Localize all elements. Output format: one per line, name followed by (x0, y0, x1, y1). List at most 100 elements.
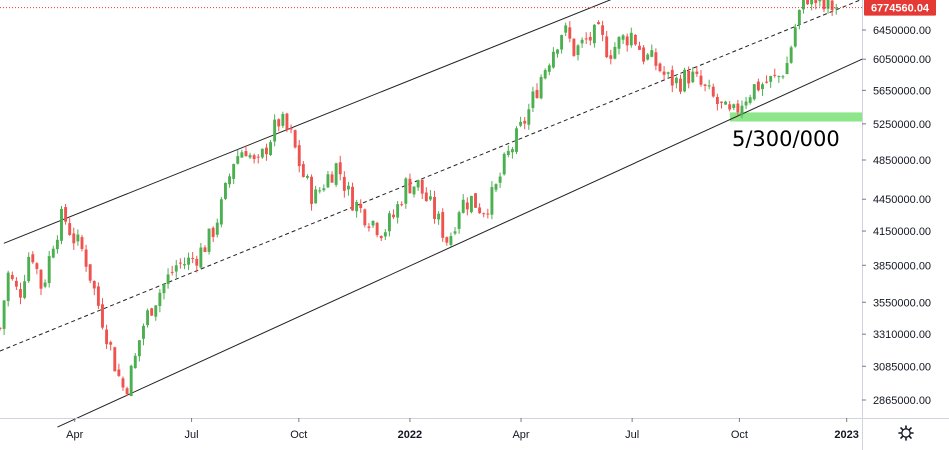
candle-up (502, 152, 506, 176)
candle-body (14, 280, 18, 287)
candle-up (43, 279, 47, 289)
candle-up (818, 0, 822, 7)
candle-body (736, 103, 740, 113)
candle-body (293, 130, 297, 148)
candle-body (187, 257, 191, 265)
candle-up (510, 147, 514, 159)
candle-body (638, 45, 641, 50)
candle-body (252, 155, 256, 160)
candle-down (101, 298, 104, 330)
candle-body (818, 0, 822, 2)
candle-body (592, 24, 596, 44)
candle-body (490, 187, 494, 215)
candle-up (129, 364, 133, 397)
gear-icon[interactable] (898, 425, 914, 441)
candle-body (695, 71, 699, 74)
candle-up (396, 201, 400, 224)
candle-body (576, 45, 580, 56)
candle-down (64, 203, 68, 225)
candle-down (35, 262, 39, 275)
candle-body (35, 263, 39, 269)
candle-down (400, 201, 404, 207)
candle-body (523, 120, 527, 124)
candle-body (560, 35, 564, 50)
candle-down (170, 265, 174, 276)
candle-body (224, 182, 227, 199)
candle-body (465, 202, 469, 210)
candle-up (646, 53, 650, 61)
candle-up (166, 268, 170, 289)
candle-body (424, 192, 428, 202)
candle-down (68, 218, 72, 236)
candle-body (646, 54, 650, 60)
candle-body (580, 39, 584, 44)
candle-down (715, 93, 719, 111)
candle-down (687, 66, 691, 89)
candle-body (174, 265, 178, 272)
candle-down (363, 208, 367, 228)
candle-body (27, 256, 31, 282)
y-tick-label: 3085000.00 (873, 361, 931, 373)
candle-down (10, 271, 14, 281)
channel-lower-line (57, 58, 863, 428)
candle-body (469, 195, 473, 213)
x-tick-label: Apr (512, 429, 529, 441)
candle-body (207, 228, 211, 252)
candle-down (301, 161, 305, 178)
candle-up (453, 227, 457, 236)
last-price-tag-text: 6774560.04 (871, 3, 930, 15)
candle-body (342, 176, 346, 191)
time-axis[interactable]: Apr Jul Oct 2022 Apr Jul Oct 2023 (66, 418, 859, 441)
candle-up (158, 289, 162, 313)
candle-body (830, 0, 834, 10)
candle-down (720, 101, 723, 109)
candlesticks (0, 0, 838, 397)
candle-body (445, 237, 449, 243)
candle-up (650, 44, 654, 58)
candle-body (162, 284, 166, 294)
candle-body (240, 152, 244, 158)
candle-up (27, 252, 31, 283)
candle-down (633, 34, 637, 46)
candle-up (305, 174, 309, 180)
candle-up (748, 94, 752, 105)
candle-up (224, 182, 227, 201)
candle-down (408, 173, 412, 194)
candle-up (797, 9, 801, 30)
candle-body (728, 104, 732, 110)
candle-body (806, 0, 810, 5)
candle-down (31, 251, 35, 264)
candle-down (699, 69, 703, 87)
candle-up (240, 149, 244, 158)
candle-down (638, 41, 641, 50)
candle-body (789, 47, 793, 63)
candle-down (117, 363, 121, 377)
candle-body (674, 77, 678, 84)
candle-body (76, 234, 80, 242)
candle-body (318, 190, 322, 192)
candle-body (797, 9, 801, 25)
candle-body (699, 75, 703, 85)
candle-body (10, 274, 14, 280)
candle-up (777, 75, 781, 83)
candle-body (244, 151, 248, 157)
candle-body (125, 388, 129, 395)
candle-body (326, 174, 330, 188)
price-axis[interactable]: 2865000.00 3085000.00 3310000.00 3550000.00… (862, 25, 931, 407)
candle-body (810, 0, 814, 5)
candle-body (314, 189, 318, 204)
candle-down (535, 83, 539, 99)
candle-up (371, 220, 375, 228)
candle-body (588, 36, 592, 41)
candle-body (146, 310, 150, 326)
candle-body (597, 22, 600, 25)
candle-body (629, 32, 633, 46)
candle-body (412, 186, 416, 195)
candle-body (752, 84, 756, 100)
candle-down (625, 33, 629, 52)
candle-body (605, 36, 609, 58)
candle-body (502, 153, 506, 175)
candle-body (666, 72, 670, 74)
candle-body (383, 232, 387, 237)
